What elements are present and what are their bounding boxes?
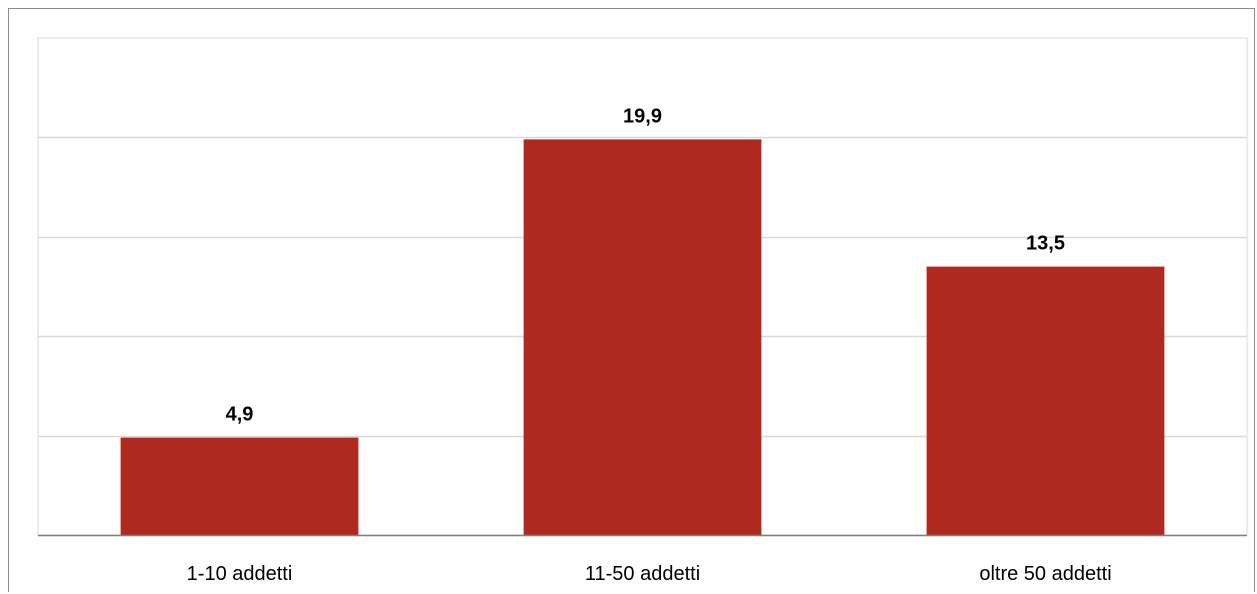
bar-1: [120, 437, 359, 535]
data-label-1: 4,9: [226, 404, 254, 426]
data-label-3: 13,5: [1026, 233, 1065, 255]
x-tick-label-1: 1-10 addetti: [187, 563, 293, 585]
x-tick-label-2: 11-50 addetti: [585, 563, 700, 585]
data-label-2: 19,9: [623, 105, 662, 127]
data-labels: 4,9 19,9 13,5: [226, 105, 1065, 425]
x-tick-label-3: oltre 50 addetti: [979, 563, 1111, 585]
chart-frame: [8, 8, 1255, 592]
bar-2: [523, 139, 762, 535]
x-axis: 1-10 addetti 11-50 addetti oltre 50 addett…: [38, 534, 1247, 585]
bars: [120, 139, 1165, 535]
bar-3: [926, 266, 1165, 535]
